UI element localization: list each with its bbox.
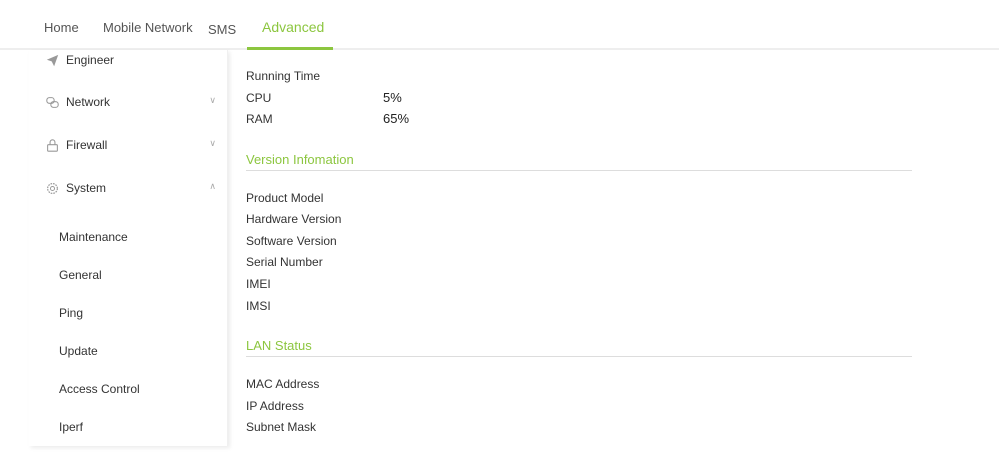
ram-label: RAM (246, 112, 273, 126)
sidebar-subitem-maintenance[interactable]: Maintenance (59, 230, 128, 244)
imsi-label: IMSI (246, 299, 271, 313)
imei-label: IMEI (246, 277, 271, 291)
sidebar-item-system[interactable]: System ∧ (46, 181, 216, 195)
sidebar-item-label: Engineer (66, 53, 115, 67)
tab-mobile-network[interactable]: Mobile Network (103, 20, 193, 35)
tab-advanced[interactable]: Advanced (262, 19, 325, 35)
sidebar-item-label: Firewall (66, 138, 108, 152)
cpu-label: CPU (246, 91, 272, 105)
mac-address-label: MAC Address (246, 377, 320, 391)
product-model-label: Product Model (246, 191, 324, 205)
sidebar-item-label: System (66, 181, 107, 195)
running-time-label: Running Time (246, 69, 321, 83)
top-nav: Home Mobile Network SMS Advanced (0, 0, 999, 50)
tab-home[interactable]: Home (44, 20, 79, 35)
chevron-down-icon: ∨ (209, 138, 216, 148)
hardware-version-label: Hardware Version (246, 212, 342, 226)
sidebar-item-network[interactable]: Network ∨ (46, 95, 216, 109)
sidebar-subitem-iperf[interactable]: Iperf (59, 420, 84, 434)
sidebar-item-engineer[interactable]: Engineer (46, 53, 216, 67)
chevron-up-icon: ∧ (209, 181, 216, 191)
active-tab-indicator (247, 47, 333, 50)
paper-plane-icon (46, 54, 59, 66)
version-section-title: Version Infomation (246, 152, 354, 167)
cpu-value: 5% (383, 90, 402, 105)
sidebar-item-label: Network (66, 95, 111, 109)
sidebar: Engineer Network ∨ Firewall ∨ System ∧ M… (29, 50, 228, 446)
sidebar-subitem-update[interactable]: Update (59, 344, 98, 358)
sidebar-subitem-access-control[interactable]: Access Control (59, 382, 140, 396)
divider (246, 356, 912, 357)
gear-icon (47, 182, 58, 194)
sidebar-subitem-ping[interactable]: Ping (59, 306, 84, 320)
lock-icon (47, 138, 58, 152)
software-version-label: Software Version (246, 234, 337, 248)
subnet-mask-label: Subnet Mask (246, 420, 317, 434)
chevron-down-icon: ∨ (209, 95, 216, 105)
ram-value: 65% (383, 111, 410, 126)
lan-section-title: LAN Status (246, 338, 312, 353)
serial-number-label: Serial Number (246, 255, 323, 269)
sidebar-subitem-general[interactable]: General (59, 268, 102, 282)
divider (246, 170, 912, 171)
ip-address-label: IP Address (246, 399, 304, 413)
tab-sms[interactable]: SMS (208, 22, 237, 37)
network-icon (46, 96, 59, 108)
sidebar-item-firewall[interactable]: Firewall ∨ (46, 138, 216, 152)
